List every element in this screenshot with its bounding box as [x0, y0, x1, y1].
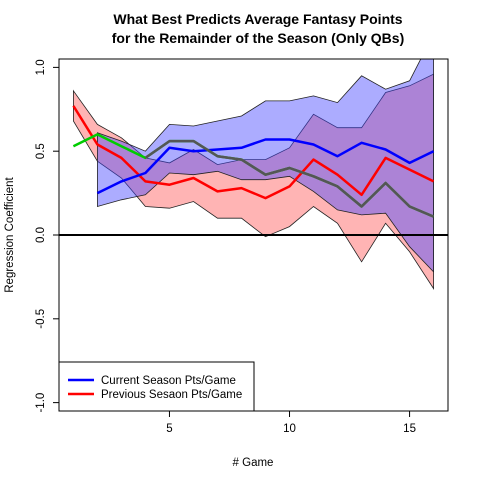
confidence-bands — [73, 59, 434, 290]
y-tick-label: 0.0 — [35, 227, 47, 243]
legend: Current Season Pts/Game Previous Sesaon … — [58, 361, 255, 412]
previous-season-confidence-band — [73, 73, 434, 290]
x-tick-label: 15 — [403, 423, 416, 435]
previous-season-line — [72, 105, 435, 200]
x-axis: 5 10 15 — [166, 411, 416, 435]
current-season-confidence-band — [97, 59, 434, 273]
x-tick-label: 10 — [283, 423, 296, 435]
series-lines — [72, 105, 435, 218]
x-tick-label: 5 — [166, 423, 172, 435]
legend-label-current-season: Current Season Pts/Game — [101, 375, 236, 387]
chart-title-line-1: What Best Predicts Average Fantasy Point… — [113, 11, 402, 27]
legend-label-previous-season: Previous Sesaon Pts/Game — [101, 389, 242, 401]
y-axis-label: Regression Coefficient — [4, 176, 16, 292]
y-tick-label: -1.0 — [35, 393, 47, 413]
third-series-line-overlap — [144, 139, 435, 218]
y-tick-label: -0.5 — [35, 309, 47, 329]
x-axis-label: # Game — [233, 457, 274, 469]
chart-title-line-2: for the Remainder of the Season (Only QB… — [112, 30, 405, 46]
current-season-line — [96, 138, 435, 195]
y-tick-label: 1.0 — [35, 59, 47, 75]
legend-box — [58, 361, 255, 412]
y-tick-label: 0.5 — [35, 143, 47, 159]
y-axis: 1.0 0.5 0.0 -0.5 -1.0 — [35, 59, 59, 413]
